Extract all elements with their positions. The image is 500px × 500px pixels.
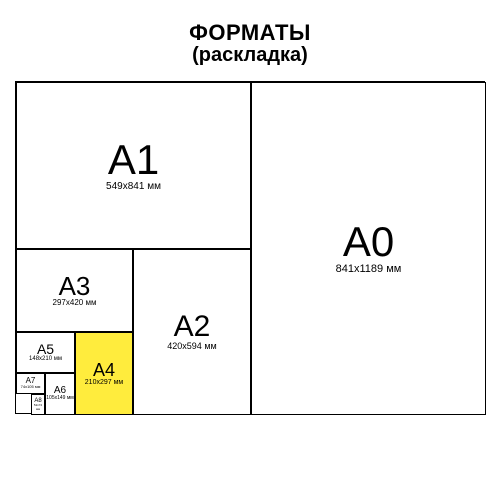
format-dims-a1: 549x841 мм [106, 181, 161, 192]
format-name-a5: A5 [37, 342, 54, 356]
format-box-a2: A2420x594 мм [133, 249, 251, 415]
format-dims-a4: 210x297 мм [85, 379, 123, 387]
format-box-a3: A3297x420 мм [16, 249, 133, 332]
format-name-a1: A1 [108, 139, 159, 181]
format-name-a4: A4 [93, 361, 115, 379]
format-dims-a8: 52x74 мм [32, 404, 44, 411]
title-subtitle: (раскладка) [0, 44, 500, 67]
format-dims-a0: 841x1189 мм [336, 263, 402, 275]
format-dims-a7: 74x105 мм [21, 385, 41, 389]
format-box-a4: A4210x297 мм [75, 332, 133, 415]
format-dims-a2: 420x594 мм [167, 342, 216, 352]
format-name-a0: A0 [343, 221, 394, 263]
title-main: ФОРМАТЫ [0, 20, 500, 46]
title-block: ФОРМАТЫ (раскладка) [0, 0, 500, 81]
format-name-a2: A2 [174, 312, 211, 342]
format-dims-a6: 105x149 мм [46, 396, 73, 402]
format-dims-a5: 148x210 мм [29, 356, 62, 363]
format-box-a7: A774x105 мм [16, 373, 45, 394]
paper-formats-diagram: A0841x1189 ммA1549x841 ммA2420x594 ммA32… [15, 81, 485, 414]
format-box-a1: A1549x841 мм [16, 82, 251, 249]
format-box-a8: A852x74 мм [31, 394, 45, 415]
format-box-a0: A0841x1189 мм [251, 82, 486, 415]
format-dims-a3: 297x420 мм [53, 299, 97, 308]
format-name-a3: A3 [59, 273, 91, 299]
format-box-a6: A6105x149 мм [45, 373, 75, 415]
format-box-a5: A5148x210 мм [16, 332, 75, 373]
